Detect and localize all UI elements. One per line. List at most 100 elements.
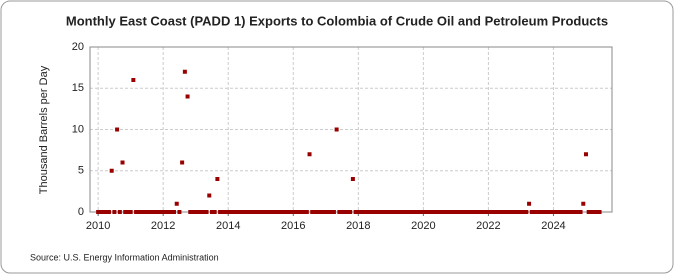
point — [535, 210, 540, 214]
point — [445, 210, 450, 214]
point — [424, 210, 429, 214]
point — [326, 210, 331, 214]
point — [209, 210, 214, 214]
point — [272, 210, 277, 214]
point — [117, 210, 122, 214]
point — [258, 210, 263, 214]
point — [239, 210, 244, 214]
point — [578, 210, 583, 214]
point — [340, 210, 345, 214]
point — [285, 210, 290, 214]
point — [546, 210, 551, 214]
point — [199, 210, 204, 214]
point — [529, 210, 534, 214]
point — [513, 210, 518, 214]
point — [172, 210, 177, 214]
point — [499, 210, 504, 214]
point — [299, 210, 304, 214]
x-tick-label: 2016 — [281, 220, 305, 232]
point — [418, 210, 423, 214]
x-tick-label: 2018 — [346, 220, 370, 232]
point — [502, 210, 507, 214]
point — [223, 210, 228, 214]
point — [410, 210, 415, 214]
point — [275, 210, 280, 214]
point — [456, 210, 461, 214]
point — [277, 210, 282, 214]
point — [177, 210, 182, 214]
point — [237, 210, 242, 214]
point — [518, 210, 523, 214]
point — [144, 210, 149, 214]
point — [551, 210, 556, 214]
point — [247, 210, 252, 214]
point — [391, 210, 396, 214]
point — [407, 210, 412, 214]
point — [291, 210, 296, 214]
point — [388, 210, 393, 214]
point — [136, 210, 141, 214]
point — [378, 210, 383, 214]
point — [583, 152, 588, 157]
point — [575, 210, 580, 214]
point — [315, 210, 320, 214]
point — [364, 210, 369, 214]
point — [204, 210, 209, 214]
point — [182, 69, 187, 74]
point — [256, 210, 261, 214]
point — [527, 201, 532, 206]
point — [505, 210, 510, 214]
x-tick-label: 2022 — [476, 220, 500, 232]
point — [163, 210, 168, 214]
point — [586, 210, 591, 214]
x-tick-label: 2014 — [216, 220, 240, 232]
point — [120, 160, 125, 165]
point — [405, 210, 410, 214]
point — [434, 210, 439, 214]
point — [158, 210, 163, 214]
point — [494, 210, 499, 214]
point — [250, 210, 255, 214]
point — [185, 94, 190, 99]
point — [467, 210, 472, 214]
point — [304, 210, 309, 214]
point — [139, 210, 144, 214]
point — [280, 210, 285, 214]
point — [489, 210, 494, 214]
point — [153, 210, 158, 214]
point — [115, 127, 120, 132]
point — [565, 210, 570, 214]
point — [98, 210, 103, 214]
point — [429, 210, 434, 214]
point — [491, 210, 496, 214]
point — [101, 210, 106, 214]
point — [155, 210, 160, 214]
point — [483, 210, 488, 214]
point — [597, 210, 602, 214]
point — [337, 210, 342, 214]
point — [218, 210, 223, 214]
point — [134, 210, 139, 214]
point — [196, 210, 201, 214]
point — [106, 210, 111, 214]
point — [261, 210, 266, 214]
point — [201, 210, 206, 214]
point — [516, 210, 521, 214]
point — [253, 210, 258, 214]
point — [413, 210, 418, 214]
point — [394, 210, 399, 214]
point — [521, 210, 526, 214]
point — [559, 210, 564, 214]
point — [323, 210, 328, 214]
point — [188, 210, 193, 214]
chart-title: Monthly East Coast (PADD 1) Exports to C… — [66, 13, 608, 28]
point — [169, 210, 174, 214]
point — [321, 210, 326, 214]
point — [359, 210, 364, 214]
point — [497, 210, 502, 214]
point — [334, 127, 339, 132]
point — [594, 210, 599, 214]
point — [554, 210, 559, 214]
x-tick-label: 2024 — [541, 220, 565, 232]
